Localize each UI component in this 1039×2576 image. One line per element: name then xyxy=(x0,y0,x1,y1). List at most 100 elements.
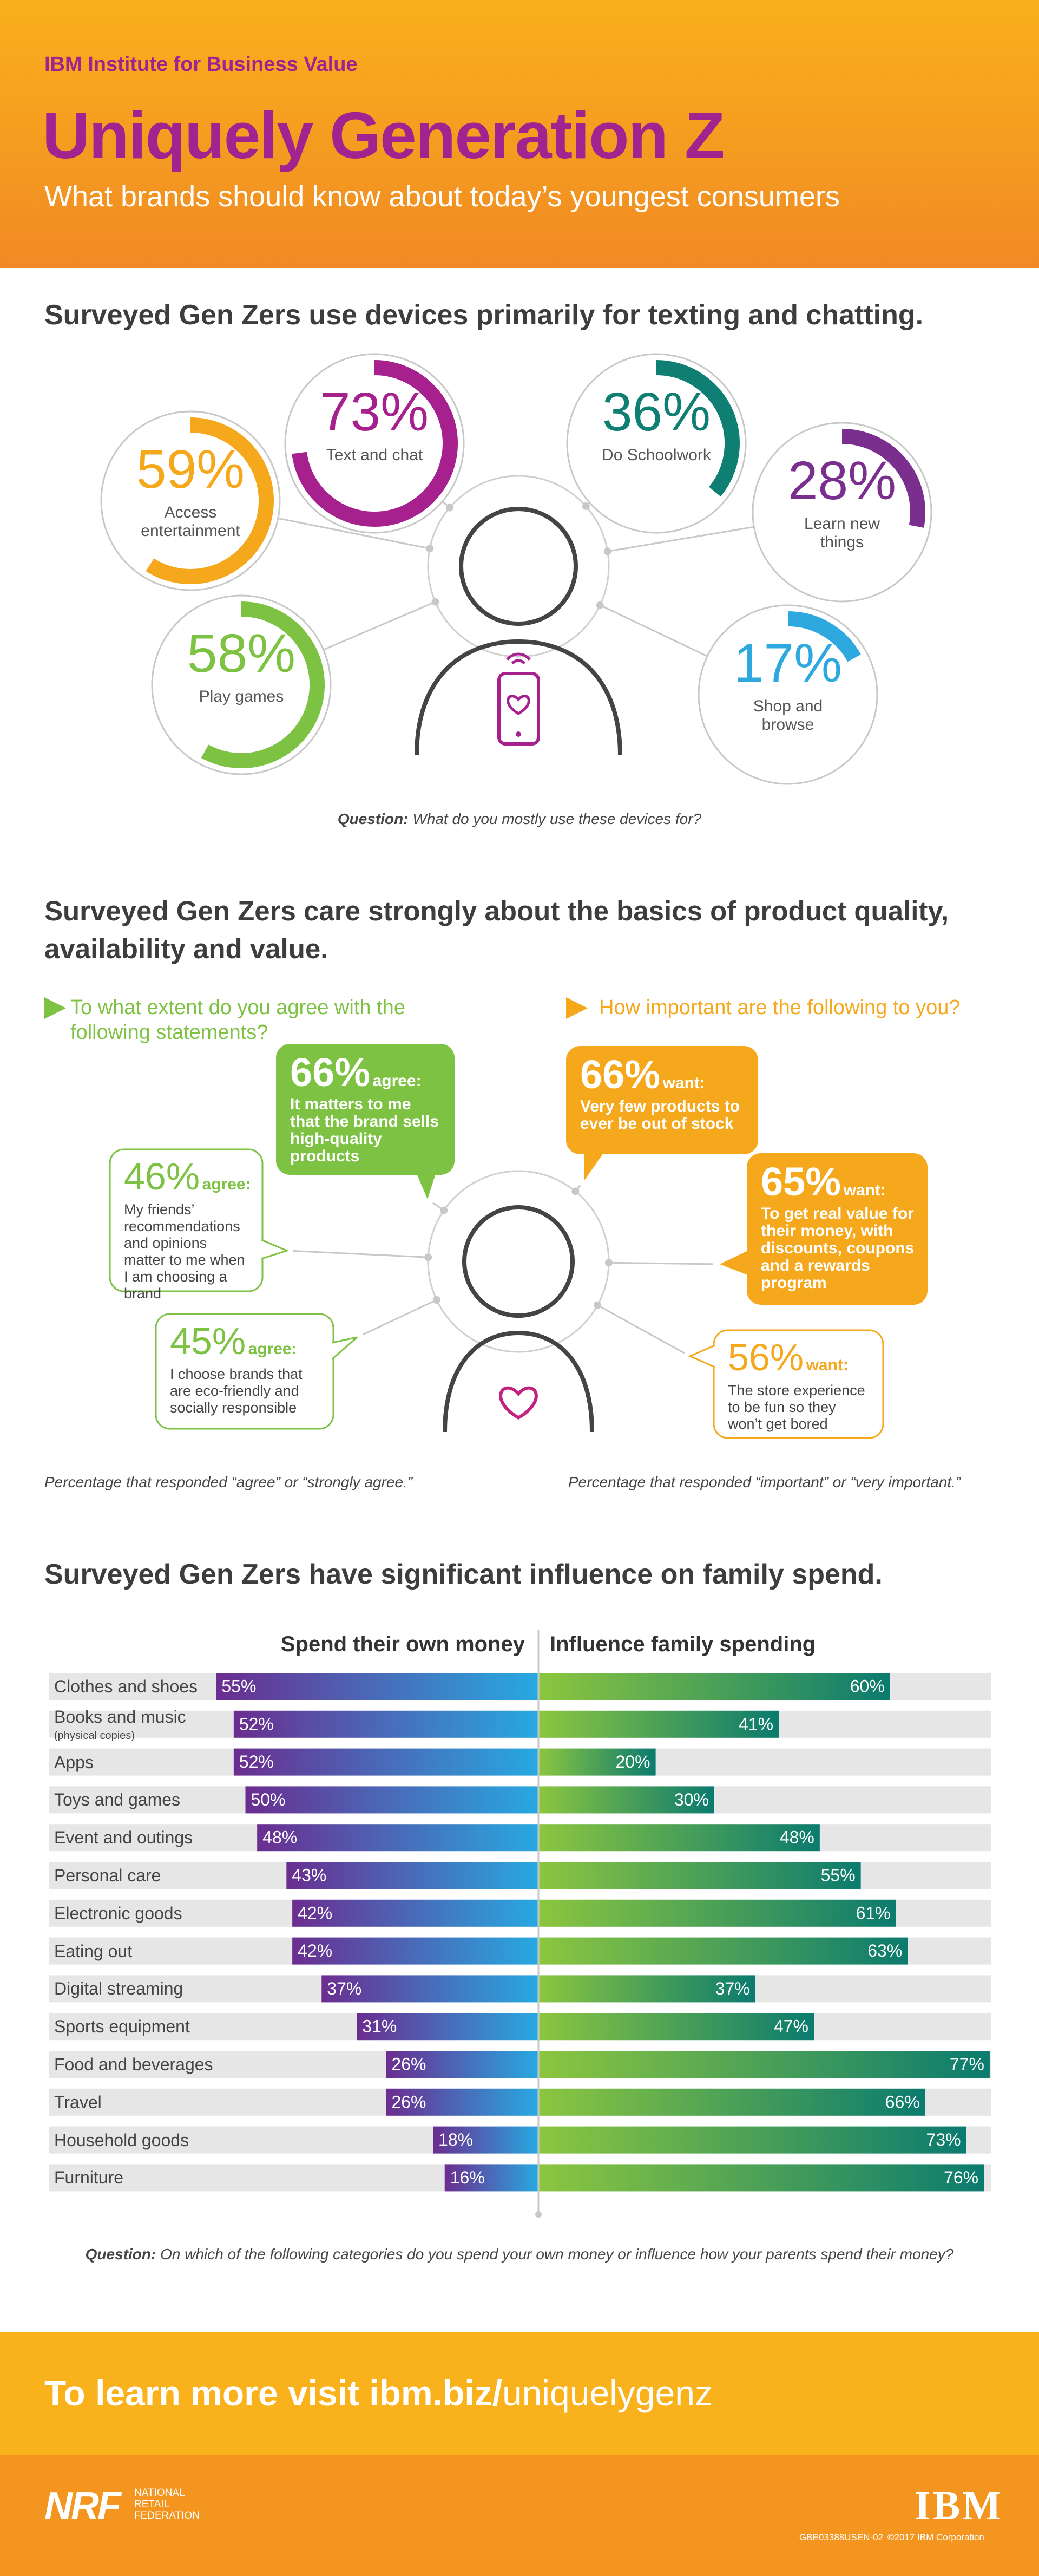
callout-bubble xyxy=(747,1153,928,1305)
value-label: 47% xyxy=(774,2017,808,2036)
value-label: 37% xyxy=(715,1979,750,1998)
callout-value: 56% xyxy=(728,1336,804,1378)
callout-value: 46% xyxy=(124,1155,200,1198)
callout-bubble xyxy=(276,1044,455,1175)
value-label: 55% xyxy=(221,1676,256,1696)
nrf-logo: NRF xyxy=(44,2485,121,2528)
bar-influence xyxy=(538,1786,714,1814)
category-label: Eating out xyxy=(54,1941,133,1961)
bar-influence xyxy=(538,2088,925,2116)
value-label: 66% xyxy=(885,2092,920,2111)
phone-heart xyxy=(507,695,530,715)
nrf-name: NATIONAL RETAIL FEDERATION xyxy=(134,2487,200,2521)
value-label: 37% xyxy=(327,1979,361,1998)
question: Question: What do you mostly use these d… xyxy=(0,810,1039,828)
callout-qualifier: want: xyxy=(843,1181,886,1199)
bar-influence xyxy=(538,2164,984,2192)
ring-arc xyxy=(201,601,325,768)
callout-text: Very few products to ever be out of stoc… xyxy=(580,1097,740,1133)
category-label: Sports equipment xyxy=(54,2017,190,2037)
section-heading: Surveyed Gen Zers care strongly about th… xyxy=(44,895,949,964)
prompt: To what extent do you agree with the fol… xyxy=(70,996,405,1044)
value-label: 20% xyxy=(616,1752,650,1771)
bar-own xyxy=(292,1937,538,1965)
category-label: Furniture xyxy=(54,2168,124,2188)
value-label: 41% xyxy=(739,1714,773,1734)
callout-text: I choose brands that are eco-friendly an… xyxy=(170,1366,303,1416)
wifi-arc xyxy=(511,659,526,665)
ring-value: 59% xyxy=(136,439,245,500)
callout-tail-edge xyxy=(332,1336,358,1360)
callout-tail xyxy=(690,1345,715,1367)
value-label: 77% xyxy=(950,2054,984,2074)
callout-bubble xyxy=(109,1148,264,1292)
ibm-logo: IBM xyxy=(915,2483,1003,2528)
callout-tail-edge xyxy=(688,1344,715,1368)
callout-tail xyxy=(720,1251,748,1275)
ring-label: Shop and browse xyxy=(753,697,823,734)
section-heading: Surveyed Gen Zers use devices primarily … xyxy=(44,299,924,331)
person-head xyxy=(459,507,578,626)
callout-value: 65% xyxy=(761,1159,841,1204)
callout-qualifier: agree: xyxy=(202,1175,251,1193)
bar-own xyxy=(386,2051,538,2078)
phone-button xyxy=(516,731,521,737)
value-label: 31% xyxy=(362,2017,397,2036)
bar-own xyxy=(233,1748,539,1776)
org-name: IBM Institute for Business Value xyxy=(44,53,358,76)
connector xyxy=(607,526,754,552)
callout-qualifier: agree: xyxy=(372,1072,422,1090)
callout-head: 45% agree: xyxy=(170,1319,326,1363)
ring-label: Play games xyxy=(199,688,284,705)
connector-dot xyxy=(432,1296,440,1304)
person-head xyxy=(462,1205,575,1318)
connector xyxy=(323,601,436,651)
connector xyxy=(363,1299,437,1336)
callout-value: 45% xyxy=(170,1320,246,1362)
question-text: What do you mostly use these devices for… xyxy=(412,810,702,827)
ring-value: 36% xyxy=(602,382,711,442)
value-label: 60% xyxy=(850,1676,885,1696)
callout-tail xyxy=(417,1174,436,1199)
header-band xyxy=(0,0,1039,268)
bar-influence xyxy=(538,1937,908,1965)
bar-own xyxy=(286,1862,538,1889)
bar-own xyxy=(357,2013,538,2041)
callout-tail-edge xyxy=(261,1239,290,1260)
subtitle: What brands should know about today’s yo… xyxy=(44,180,840,213)
connector xyxy=(597,1304,685,1354)
ring-arc xyxy=(146,417,274,584)
ring-arc xyxy=(841,429,925,528)
value-label: 55% xyxy=(821,1865,856,1885)
ring-outline xyxy=(100,410,281,591)
bar-influence xyxy=(538,1710,779,1738)
value-label: 42% xyxy=(298,1941,332,1960)
ring-value: 28% xyxy=(787,450,897,511)
cta: To learn more visit ibm.biz/uniquelygenz xyxy=(44,2372,713,2414)
connector-dot xyxy=(440,1206,448,1214)
footnote: Percentage that responded “important” or… xyxy=(568,1474,961,1490)
value-label: 76% xyxy=(944,2168,978,2187)
connector-dot xyxy=(445,504,453,512)
value-label: 26% xyxy=(391,2092,426,2111)
bar-influence xyxy=(538,2051,990,2078)
value-label: 61% xyxy=(856,1903,891,1923)
ring-arc xyxy=(787,611,861,662)
value-label: 73% xyxy=(926,2130,961,2149)
category-label: Toys and games xyxy=(54,1790,181,1810)
ring-outline xyxy=(566,353,747,534)
value-label: 48% xyxy=(780,1828,814,1847)
person-body xyxy=(443,1330,594,1433)
bar-own xyxy=(292,1899,538,1927)
bar-influence xyxy=(538,1673,890,1700)
callout-text: The store experience to be fun so they w… xyxy=(728,1382,865,1432)
callout-value: 66% xyxy=(290,1050,371,1095)
callout-head: 66% want: xyxy=(580,1051,751,1097)
cta-text: To learn more visit ibm.biz/ xyxy=(44,2373,502,2413)
bar-own xyxy=(216,1673,539,1700)
connector-dot xyxy=(603,547,611,555)
connector xyxy=(608,1261,714,1265)
callout-qualifier: want: xyxy=(662,1074,705,1092)
phone xyxy=(497,672,540,746)
